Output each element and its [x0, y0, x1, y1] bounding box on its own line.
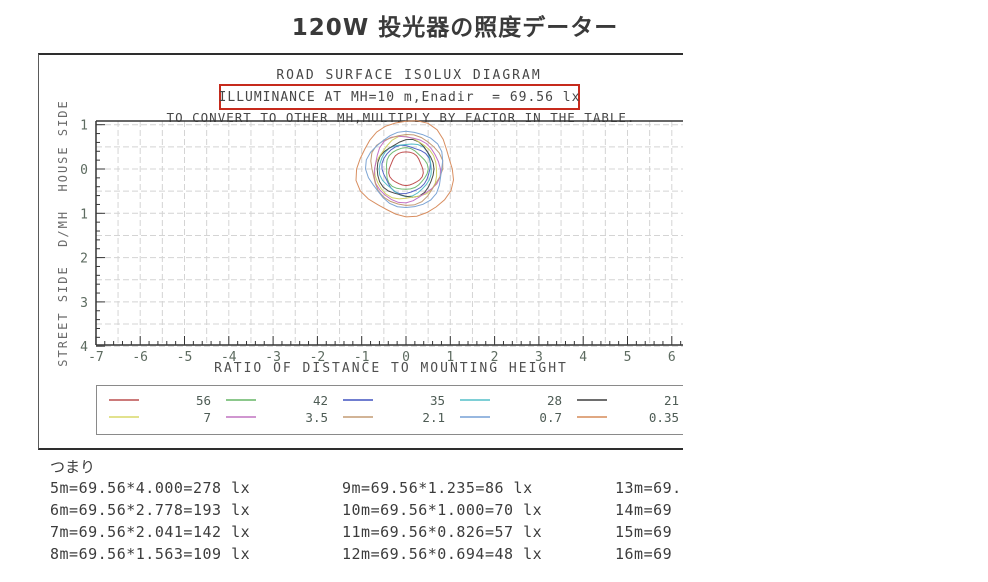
isolux-contour-0.7: [364, 130, 444, 209]
y-axis-label: STREET SIDE D/MH HOUSE SIDE: [56, 99, 70, 367]
isolux-contour-42: [385, 147, 429, 190]
x-tick-label: 1: [446, 350, 454, 365]
x-tick-label: -5: [177, 350, 193, 365]
legend-value: 56: [195, 392, 211, 408]
legend-swatch: [460, 416, 490, 418]
page-title: 120W 投光器の照度データー: [291, 15, 619, 41]
illuminance-highlight-box: ILLUMINANCE AT MH=10 m,Enadir = 69.56 lx: [219, 84, 580, 110]
x-tick-label: 6: [668, 350, 676, 365]
x-tick-label: -6: [132, 350, 148, 365]
y-tick-label: 0: [80, 163, 88, 178]
note-line: 6m=69.56*2.778=193 lx: [50, 501, 251, 519]
legend-swatch: [343, 399, 373, 401]
legend-box: 56 42 35 28 21 7 3.5 2.1 0.7 0.35: [96, 385, 683, 435]
note-line: 5m=69.56*4.000=278 lx: [50, 479, 251, 497]
note-intro: つまり: [50, 458, 96, 476]
legend-item: 35: [343, 392, 445, 408]
legend-value: 2.1: [422, 409, 445, 425]
note-line: 12m=69.56*0.694=48 lx: [342, 545, 543, 563]
legend-item: 56: [109, 392, 211, 408]
isolux-contour-3.5: [373, 135, 442, 204]
diagram-title: ROAD SURFACE ISOLUX DIAGRAM: [276, 68, 542, 83]
legend-value: 35: [429, 392, 445, 408]
legend-swatch: [226, 399, 256, 401]
y-tick-label: 4: [80, 340, 88, 355]
legend-swatch: [460, 399, 490, 401]
x-tick-label: 5: [624, 350, 632, 365]
note-column-1: 5m=69.56*4.000=278 lx 6m=69.56*2.778=193 …: [50, 477, 250, 565]
legend-swatch: [577, 416, 607, 418]
x-tick-label: 3: [535, 350, 543, 365]
chart-panel: ROAD SURFACE ISOLUX DIAGRAM ILLUMINANCE …: [38, 53, 683, 450]
x-tick-label: -3: [265, 350, 281, 365]
legend-item: 21: [577, 392, 679, 408]
note-line: 7m=69.56*2.041=142 lx: [50, 523, 251, 541]
note-line: 15m=69: [615, 523, 673, 541]
x-tick-label: 2: [491, 350, 499, 365]
note-line: 16m=69: [615, 545, 673, 563]
legend-item: 0.35: [577, 409, 679, 425]
legend-swatch: [109, 416, 139, 418]
isolux-contour-56: [388, 151, 424, 187]
isolux-plot: -7 -6 -5 -4 -3 -2 -1 0 1 2 3 4 5 6 1 0 1 2 3 4: [80, 119, 683, 365]
legend-item: 0.7: [460, 409, 562, 425]
note-line: 9m=69.56*1.235=86 lx: [342, 479, 533, 497]
x-tick-label: -4: [221, 350, 237, 365]
legend-swatch: [226, 416, 256, 418]
isolux-contour-28: [378, 143, 432, 198]
legend-value: 21: [663, 392, 679, 408]
legend-value: 42: [312, 392, 328, 408]
legend-swatch: [577, 399, 607, 401]
legend-item: 3.5: [226, 409, 328, 425]
legend-item: 28: [460, 392, 562, 408]
isolux-contour-35: [381, 144, 431, 195]
x-tick-label: -2: [310, 350, 326, 365]
legend-item: 7: [109, 409, 211, 425]
isolux-contour-2.1: [370, 133, 444, 206]
y-tick-label: 1: [80, 119, 88, 134]
x-tick-label: 4: [579, 350, 587, 365]
legend-value: 28: [546, 392, 562, 408]
note-line: 14m=69: [615, 501, 673, 519]
legend-value: 7: [203, 409, 211, 425]
legend-value: 3.5: [305, 409, 328, 425]
illuminance-text: ILLUMINANCE AT MH=10 m,Enadir = 69.56 lx: [218, 89, 581, 105]
y-tick-label: 2: [80, 252, 88, 267]
isolux-contour-0.35: [355, 120, 455, 218]
note-line: 10m=69.56*1.000=70 lx: [342, 501, 543, 519]
note-column-3: 13m=69. 14m=69 15m=69 16m=69: [615, 477, 682, 565]
legend-swatch: [109, 399, 139, 401]
legend-item: 2.1: [343, 409, 445, 425]
x-tick-label: -7: [88, 350, 104, 365]
x-tick-label: -1: [354, 350, 370, 365]
x-tick-label: 0: [402, 350, 410, 365]
legend-value: 0.7: [539, 409, 562, 425]
note-line: 13m=69.: [615, 479, 682, 497]
legend-item: 42: [226, 392, 328, 408]
y-tick-label: 3: [80, 296, 88, 311]
legend-value: 0.35: [648, 409, 679, 425]
y-tick-label: 1: [80, 207, 88, 222]
isolux-contour-21: [376, 138, 435, 198]
note-line: 8m=69.56*1.563=109 lx: [50, 545, 251, 563]
x-axis-label: RATIO OF DISTANCE TO MOUNTING HEIGHT: [214, 361, 568, 376]
legend-swatch: [343, 416, 373, 418]
note-line: 11m=69.56*0.826=57 lx: [342, 523, 543, 541]
note-column-2: 9m=69.56*1.235=86 lx 10m=69.56*1.000=70 l…: [342, 477, 542, 565]
